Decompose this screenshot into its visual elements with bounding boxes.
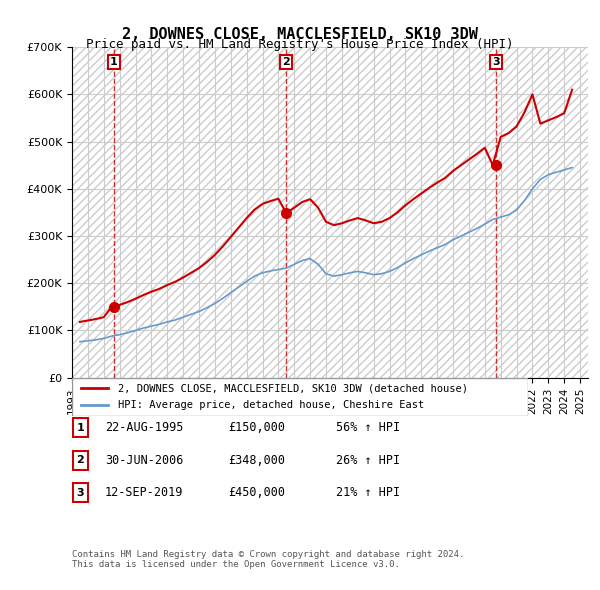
Text: 30-JUN-2006: 30-JUN-2006: [105, 454, 184, 467]
FancyBboxPatch shape: [73, 418, 88, 437]
Text: 56% ↑ HPI: 56% ↑ HPI: [336, 421, 400, 434]
Text: 21% ↑ HPI: 21% ↑ HPI: [336, 486, 400, 499]
Text: 1: 1: [110, 57, 118, 67]
Text: HPI: Average price, detached house, Cheshire East: HPI: Average price, detached house, Ches…: [118, 400, 424, 410]
Text: £150,000: £150,000: [228, 421, 285, 434]
Text: Price paid vs. HM Land Registry's House Price Index (HPI): Price paid vs. HM Land Registry's House …: [86, 38, 514, 51]
Text: £450,000: £450,000: [228, 486, 285, 499]
Text: 2, DOWNES CLOSE, MACCLESFIELD, SK10 3DW: 2, DOWNES CLOSE, MACCLESFIELD, SK10 3DW: [122, 27, 478, 41]
Text: 3: 3: [492, 57, 500, 67]
Text: 12-SEP-2019: 12-SEP-2019: [105, 486, 184, 499]
Text: 2: 2: [77, 455, 84, 465]
Text: 1: 1: [77, 423, 84, 432]
FancyBboxPatch shape: [73, 483, 88, 502]
Text: 22-AUG-1995: 22-AUG-1995: [105, 421, 184, 434]
Text: 26% ↑ HPI: 26% ↑ HPI: [336, 454, 400, 467]
FancyBboxPatch shape: [72, 378, 528, 416]
Text: Contains HM Land Registry data © Crown copyright and database right 2024.
This d: Contains HM Land Registry data © Crown c…: [72, 550, 464, 569]
Text: 2, DOWNES CLOSE, MACCLESFIELD, SK10 3DW (detached house): 2, DOWNES CLOSE, MACCLESFIELD, SK10 3DW …: [118, 384, 467, 394]
Text: £348,000: £348,000: [228, 454, 285, 467]
FancyBboxPatch shape: [73, 451, 88, 470]
Text: 3: 3: [77, 488, 84, 497]
Text: 2: 2: [283, 57, 290, 67]
